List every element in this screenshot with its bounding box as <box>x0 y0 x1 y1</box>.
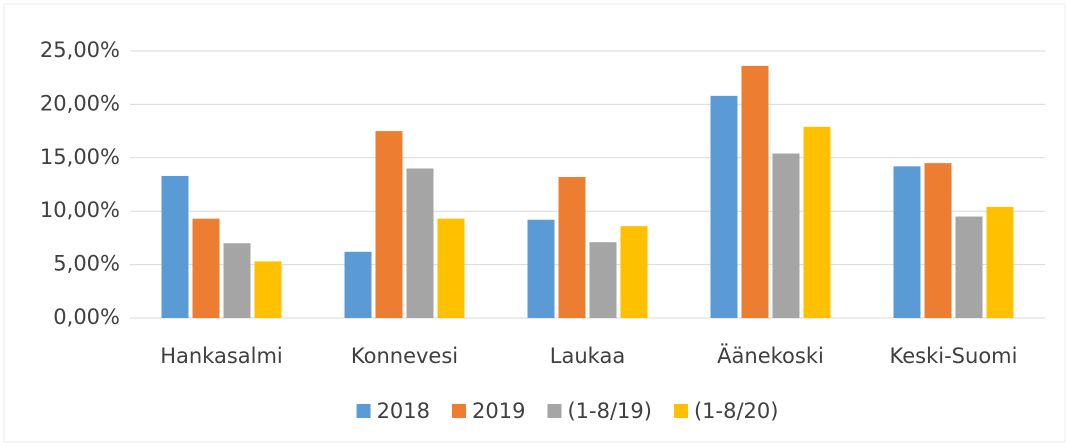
bar <box>589 242 617 318</box>
bar <box>254 261 282 318</box>
bar <box>223 243 251 318</box>
x-tick-label: Äänekoski <box>717 343 824 368</box>
bar <box>955 216 983 318</box>
legend-label: 2018 <box>377 399 430 423</box>
bar <box>344 251 372 318</box>
bar <box>558 177 586 318</box>
bar <box>161 175 189 318</box>
bar <box>924 163 952 318</box>
bar <box>741 65 769 319</box>
legend-label: (1-8/20) <box>694 399 778 423</box>
bar <box>437 218 465 318</box>
bar <box>893 166 921 318</box>
legend-swatch <box>452 404 467 418</box>
x-tick-label: Hankasalmi <box>160 344 283 368</box>
bar <box>527 219 555 318</box>
legend-label: (1-8/19) <box>567 399 651 423</box>
bar <box>986 206 1014 318</box>
x-tick-label: Laukaa <box>550 344 625 368</box>
y-tick-label: 0,00% <box>53 305 120 329</box>
bar <box>192 218 220 318</box>
x-tick-label: Konnevesi <box>351 344 458 368</box>
y-tick-label: 25,00% <box>40 38 120 62</box>
bar <box>620 226 648 318</box>
legend-swatch <box>547 404 562 418</box>
y-tick-label: 10,00% <box>40 198 120 222</box>
bar <box>772 153 800 318</box>
x-tick-label: Keski-Suomi <box>890 344 1018 368</box>
legend-swatch <box>356 404 371 418</box>
y-tick-label: 15,00% <box>40 145 120 169</box>
legend-label: 2019 <box>472 399 525 423</box>
y-tick-label: 5,00% <box>53 252 120 276</box>
bar <box>803 126 831 318</box>
bar <box>375 131 403 318</box>
bar <box>406 168 434 318</box>
bar <box>710 95 738 318</box>
legend-swatch <box>673 404 688 418</box>
y-tick-label: 20,00% <box>40 91 120 115</box>
